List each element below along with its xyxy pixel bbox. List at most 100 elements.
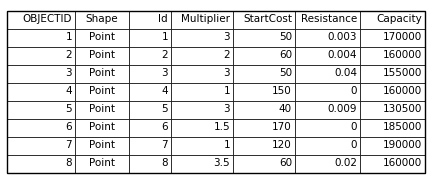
- Bar: [75, 83, 129, 100]
- Text: 3: 3: [65, 68, 72, 79]
- Bar: [295, 137, 360, 154]
- Text: 6: 6: [65, 122, 72, 132]
- Text: 4: 4: [65, 87, 72, 96]
- Text: 0.004: 0.004: [327, 51, 357, 61]
- Text: Point: Point: [89, 51, 115, 61]
- Text: 2: 2: [65, 51, 72, 61]
- Bar: [360, 10, 425, 29]
- Text: 185000: 185000: [383, 122, 422, 132]
- Bar: [171, 83, 233, 100]
- Bar: [171, 46, 233, 64]
- Text: 5: 5: [162, 104, 168, 115]
- Text: 3.5: 3.5: [213, 158, 230, 169]
- Bar: [171, 10, 233, 29]
- Bar: [129, 154, 171, 173]
- Bar: [7, 154, 75, 173]
- Bar: [129, 137, 171, 154]
- Bar: [7, 46, 75, 64]
- Bar: [360, 83, 425, 100]
- Text: 0.003: 0.003: [327, 33, 357, 42]
- Bar: [295, 46, 360, 64]
- Text: 1: 1: [223, 141, 230, 150]
- Text: 1.5: 1.5: [213, 122, 230, 132]
- Text: 4: 4: [162, 87, 168, 96]
- Text: 160000: 160000: [383, 51, 422, 61]
- Text: 7: 7: [162, 141, 168, 150]
- Bar: [7, 100, 75, 119]
- Text: 60: 60: [279, 51, 292, 61]
- Bar: [7, 64, 75, 83]
- Text: 50: 50: [279, 33, 292, 42]
- Text: Capacity: Capacity: [376, 14, 422, 25]
- Bar: [233, 64, 295, 83]
- Bar: [7, 10, 75, 29]
- Text: 5: 5: [65, 104, 72, 115]
- Bar: [75, 119, 129, 137]
- Text: 60: 60: [279, 158, 292, 169]
- Text: Point: Point: [89, 33, 115, 42]
- Text: 2: 2: [162, 51, 168, 61]
- Bar: [129, 119, 171, 137]
- Text: 0.009: 0.009: [327, 104, 357, 115]
- Text: 120: 120: [272, 141, 292, 150]
- Text: 170000: 170000: [383, 33, 422, 42]
- Text: 190000: 190000: [383, 141, 422, 150]
- Bar: [360, 119, 425, 137]
- Bar: [360, 29, 425, 46]
- Text: Resistance: Resistance: [301, 14, 357, 25]
- Bar: [7, 137, 75, 154]
- Text: StartCost: StartCost: [243, 14, 292, 25]
- Text: 3: 3: [223, 33, 230, 42]
- Bar: [171, 137, 233, 154]
- Text: Multiplier: Multiplier: [181, 14, 230, 25]
- Text: 2: 2: [223, 51, 230, 61]
- Bar: [75, 10, 129, 29]
- Bar: [7, 119, 75, 137]
- Text: 8: 8: [162, 158, 168, 169]
- Text: 0: 0: [350, 122, 357, 132]
- Bar: [233, 83, 295, 100]
- Bar: [233, 10, 295, 29]
- Bar: [75, 154, 129, 173]
- Bar: [129, 64, 171, 83]
- Bar: [7, 83, 75, 100]
- Text: 155000: 155000: [383, 68, 422, 79]
- Bar: [129, 46, 171, 64]
- Bar: [295, 64, 360, 83]
- Bar: [75, 137, 129, 154]
- Bar: [171, 119, 233, 137]
- Bar: [360, 64, 425, 83]
- Bar: [171, 64, 233, 83]
- Bar: [75, 100, 129, 119]
- Bar: [295, 119, 360, 137]
- Bar: [171, 154, 233, 173]
- Text: 3: 3: [162, 68, 168, 79]
- Bar: [7, 10, 425, 173]
- Bar: [233, 154, 295, 173]
- Text: 8: 8: [65, 158, 72, 169]
- Bar: [129, 83, 171, 100]
- Text: 160000: 160000: [383, 158, 422, 169]
- Bar: [295, 10, 360, 29]
- Text: 40: 40: [279, 104, 292, 115]
- Bar: [233, 100, 295, 119]
- Text: 50: 50: [279, 68, 292, 79]
- Text: Point: Point: [89, 87, 115, 96]
- Bar: [233, 29, 295, 46]
- Bar: [233, 46, 295, 64]
- Bar: [360, 46, 425, 64]
- Text: OBJECTID: OBJECTID: [22, 14, 72, 25]
- Text: 0: 0: [350, 87, 357, 96]
- Bar: [75, 29, 129, 46]
- Text: 160000: 160000: [383, 87, 422, 96]
- Text: 6: 6: [162, 122, 168, 132]
- Bar: [360, 100, 425, 119]
- Bar: [7, 29, 75, 46]
- Bar: [233, 137, 295, 154]
- Text: Point: Point: [89, 158, 115, 169]
- Text: Shape: Shape: [86, 14, 118, 25]
- Bar: [233, 119, 295, 137]
- Bar: [75, 64, 129, 83]
- Bar: [360, 137, 425, 154]
- Bar: [360, 154, 425, 173]
